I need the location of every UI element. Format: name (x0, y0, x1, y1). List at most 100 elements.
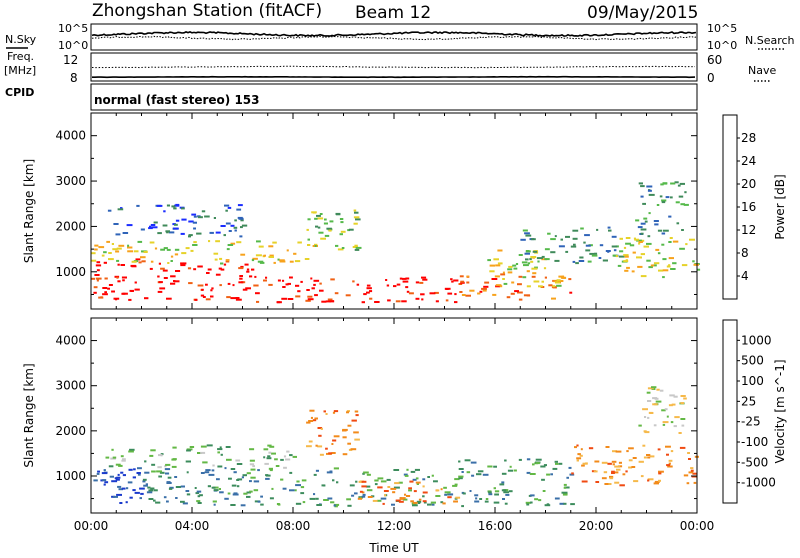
echo-cell (461, 505, 464, 508)
echo-cell (591, 254, 598, 257)
nsky-label: N.Sky (5, 33, 37, 46)
echo-cell (277, 503, 281, 506)
echo-cell (570, 245, 577, 248)
colorbar-tick-label: -500 (741, 455, 768, 469)
noise-left-bottom: 10^0 (58, 39, 88, 52)
echo-cell (220, 268, 225, 271)
echo-cell (685, 243, 688, 246)
echo-cell (227, 244, 234, 246)
echo-cell (186, 449, 191, 452)
colorbar-title: Power [dB] (773, 174, 787, 239)
echo-cell (103, 469, 106, 472)
y-tick-label: 3000 (55, 379, 86, 393)
echo-cell (618, 255, 625, 258)
echo-cell (554, 235, 557, 238)
echo-cell (602, 259, 608, 262)
echo-cell (93, 479, 98, 482)
echo-cell (228, 230, 232, 232)
echo-cell (168, 487, 173, 490)
echo-cell (617, 264, 622, 267)
echo-cell (308, 420, 314, 422)
echo-cell (353, 216, 360, 219)
echo-cell (644, 431, 650, 434)
echo-cell (658, 479, 661, 482)
echo-cell (558, 245, 565, 248)
echo-cell (493, 258, 499, 261)
echo-cell (406, 290, 410, 293)
echo-cell (598, 257, 602, 259)
echo-cell (197, 452, 202, 454)
echo-cell (116, 493, 122, 496)
echo-cell (125, 501, 128, 504)
echo-cell (683, 203, 689, 206)
echo-cell (296, 480, 300, 483)
echo-cell (339, 218, 344, 220)
echo-cell (158, 281, 163, 284)
echo-cell (175, 270, 181, 272)
echo-cell (369, 290, 373, 293)
echo-region (105, 444, 297, 469)
echo-cell (558, 462, 563, 465)
echo-cell (693, 481, 697, 484)
echo-cell (139, 497, 142, 500)
echo-cell (642, 444, 646, 447)
echo-cell (647, 189, 652, 192)
echo-region (306, 209, 362, 251)
echo-cell (638, 460, 644, 463)
echo-cell (605, 446, 610, 448)
echo-cell (670, 182, 676, 185)
echo-cell (423, 501, 427, 504)
echo-cell (638, 242, 641, 245)
echo-cell (121, 487, 126, 490)
echo-cell (474, 500, 480, 503)
colorbar-tick-label: 24 (741, 154, 756, 168)
echo-cell (313, 473, 317, 476)
echo-cell (474, 494, 479, 497)
echo-cell (458, 283, 463, 285)
echo-cell (442, 502, 446, 505)
echo-cell (325, 300, 331, 303)
echo-cell (525, 234, 532, 237)
echo-cell (205, 283, 208, 286)
echo-cell (462, 492, 466, 495)
echo-cell (282, 279, 285, 282)
echo-cell (197, 265, 203, 268)
echo-cell (181, 252, 187, 255)
echo-cell (644, 220, 648, 223)
echo-cell (258, 245, 264, 248)
echo-region (571, 444, 699, 487)
echo-cell (318, 231, 324, 234)
echo-cell (282, 286, 286, 288)
echo-cell (102, 293, 108, 296)
echo-cell (91, 259, 97, 262)
echo-cell (581, 464, 585, 467)
echo-cell (324, 218, 327, 221)
echo-cell (231, 484, 237, 487)
echo-cell (157, 232, 162, 235)
echo-cell (459, 275, 464, 278)
echo-cell (317, 217, 324, 220)
echo-cell (497, 262, 503, 265)
echo-cell (145, 483, 148, 486)
echo-cell (363, 471, 369, 474)
echo-region (357, 480, 461, 505)
echo-cell (122, 474, 126, 477)
echo-cell (647, 400, 652, 402)
echo-cell (204, 215, 210, 218)
echo-cell (526, 503, 530, 506)
echo-cell (137, 473, 141, 476)
echo-cell (186, 448, 193, 451)
echo-cell (117, 280, 121, 283)
echo-cell (122, 279, 125, 282)
echo-cell (297, 290, 301, 293)
echo-cell (171, 458, 177, 461)
echo-cell (255, 292, 260, 295)
echo-cell (538, 285, 543, 288)
echo-cell (416, 483, 419, 485)
echo-cell (510, 292, 515, 295)
echo-cell (239, 277, 243, 280)
echo-cell (146, 491, 153, 494)
echo-cell (361, 495, 366, 498)
echo-cell (307, 218, 311, 221)
echo-cell (91, 277, 95, 280)
